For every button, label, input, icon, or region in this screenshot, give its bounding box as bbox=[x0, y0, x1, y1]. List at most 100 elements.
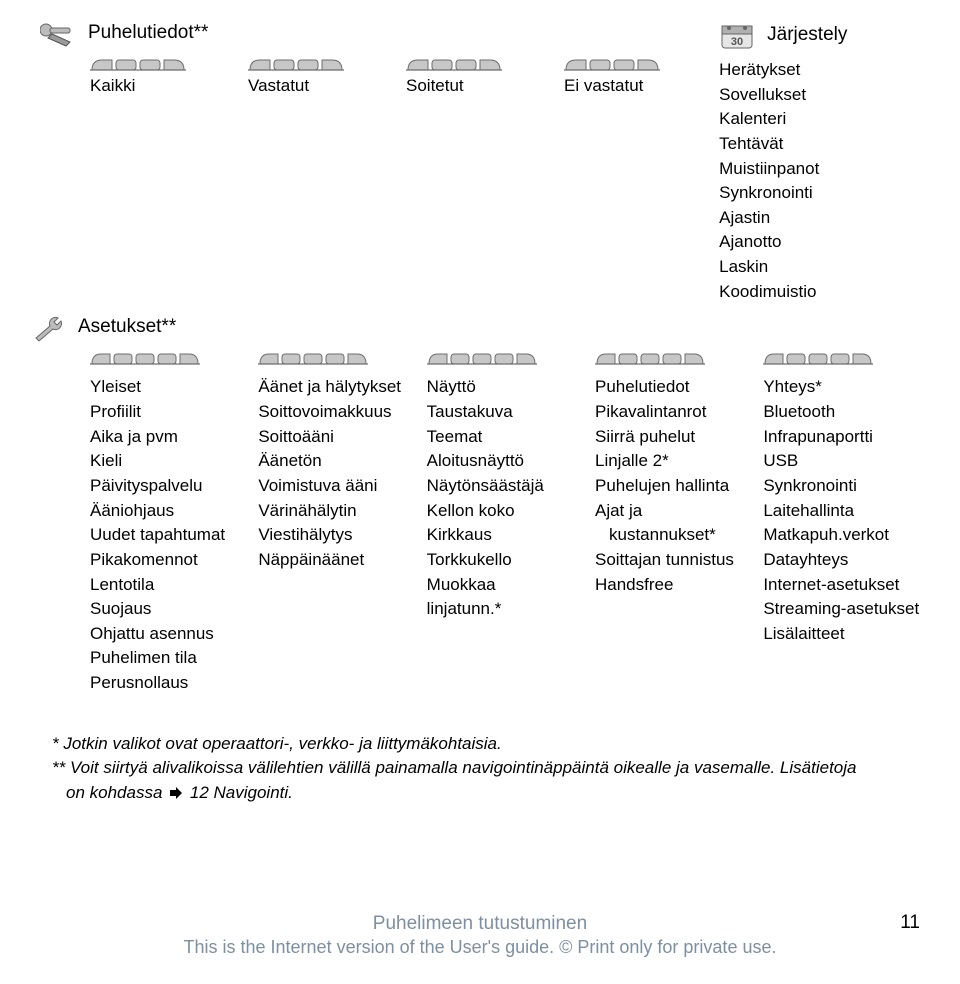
tab-icon bbox=[248, 56, 344, 74]
settings-col-general: Yleiset Profiilit Aika ja pvm Kieli Päiv… bbox=[90, 350, 234, 695]
list-item: Pikavalintanrot bbox=[595, 400, 739, 425]
arrow-right-icon bbox=[169, 786, 183, 800]
list-item: Lisälaitteet bbox=[763, 622, 920, 647]
tab-dialed: Soitetut bbox=[406, 56, 502, 96]
list-item: Ajanotto bbox=[719, 230, 920, 255]
list-item: Muokkaa linjatunn.* bbox=[427, 573, 571, 622]
tab-icon bbox=[427, 350, 539, 368]
list-item: Värinähälytin bbox=[258, 499, 402, 524]
tab-icon bbox=[90, 56, 186, 74]
settings-col-display: Näyttö Taustakuva Teemat Aloitusnäyttö N… bbox=[427, 350, 571, 695]
list-item: Puhelimen tila bbox=[90, 646, 234, 671]
calendar-icon: 30 bbox=[719, 20, 757, 52]
list-item: Synkronointi bbox=[763, 474, 920, 499]
tab-icon bbox=[763, 350, 875, 368]
settings-title: Asetukset** bbox=[78, 312, 176, 338]
top-section: Puhelutiedot** Kaikki Vastatut Soitetut … bbox=[40, 18, 920, 304]
call-log-tabs: Kaikki Vastatut Soitetut Ei vastatut bbox=[90, 56, 719, 96]
list-item: Kellon koko bbox=[427, 499, 571, 524]
settings-col-sounds: Äänet ja hälytykset Soittovoimakkuus Soi… bbox=[258, 350, 402, 695]
list-item: Soittajan tunnistus bbox=[595, 548, 739, 573]
tab-icon bbox=[90, 350, 202, 368]
list-item: Puhelujen hallinta bbox=[595, 474, 739, 499]
footer-crumb: Puhelimeen tutustuminen bbox=[0, 913, 960, 935]
list-item: Lentotila bbox=[90, 573, 234, 598]
organizer-header: 30 Järjestely bbox=[719, 20, 920, 52]
organizer-list: Herätykset Sovellukset Kalenteri Tehtävä… bbox=[719, 58, 920, 304]
list-item: Ajat ja bbox=[595, 499, 739, 524]
list-item: Internet-asetukset bbox=[763, 573, 920, 598]
tools-icon bbox=[40, 18, 78, 50]
col-head: Äänet ja hälytykset bbox=[258, 375, 402, 400]
col-head: Näyttö bbox=[427, 375, 571, 400]
list-item: Koodimuistio bbox=[719, 280, 920, 305]
page-footer: Puhelimeen tutustuminen 11 This is the I… bbox=[0, 913, 960, 958]
col-head: Yleiset bbox=[90, 375, 234, 400]
list-item: Uudet tapahtumat bbox=[90, 523, 234, 548]
list-item: Tehtävät bbox=[719, 132, 920, 157]
list-item: Soittovoimakkuus bbox=[258, 400, 402, 425]
list-item: Soittoääni bbox=[258, 425, 402, 450]
list-item: kustannukset* bbox=[595, 523, 739, 548]
list-item: Muistiinpanot bbox=[719, 157, 920, 182]
list-item: Näppäinäänet bbox=[258, 548, 402, 573]
footer-disclaimer: This is the Internet version of the User… bbox=[0, 937, 960, 958]
list-item: Infrapunaportti bbox=[763, 425, 920, 450]
organizer-title: Järjestely bbox=[767, 20, 847, 46]
list-item: Aloitusnäyttö bbox=[427, 449, 571, 474]
list-item: Ääniohjaus bbox=[90, 499, 234, 524]
list-item: Perusnollaus bbox=[90, 671, 234, 696]
col-head: Yhteys* bbox=[763, 375, 920, 400]
list-item: Laitehallinta bbox=[763, 499, 920, 524]
tab-icon bbox=[406, 56, 502, 74]
list-item: Matkapuh.verkot bbox=[763, 523, 920, 548]
list-item: Ohjattu asennus bbox=[90, 622, 234, 647]
settings-col-connectivity: Yhteys* Bluetooth Infrapunaportti USB Sy… bbox=[763, 350, 920, 695]
list-item: Aika ja pvm bbox=[90, 425, 234, 450]
list-item: Torkkukello bbox=[427, 548, 571, 573]
list-item: Sovellukset bbox=[719, 83, 920, 108]
wrench-icon bbox=[30, 312, 68, 344]
footnote-3-ref: 12 Navigointi. bbox=[190, 783, 293, 802]
footnote-3-prefix: on kohdassa bbox=[66, 783, 162, 802]
footnote-2: ** Voit siirtyä alivalikoissa välilehtie… bbox=[52, 756, 920, 781]
footnote-3: on kohdassa 12 Navigointi. bbox=[66, 781, 920, 806]
list-item: Suojaus bbox=[90, 597, 234, 622]
list-item: Herätykset bbox=[719, 58, 920, 83]
tab-missed: Ei vastatut bbox=[564, 56, 660, 96]
tab-icon bbox=[564, 56, 660, 74]
col-head: Puhelutiedot bbox=[595, 375, 739, 400]
call-log-header: Puhelutiedot** bbox=[40, 18, 719, 50]
list-item: Taustakuva bbox=[427, 400, 571, 425]
list-item: Äänetön bbox=[258, 449, 402, 474]
list-item: Voimistuva ääni bbox=[258, 474, 402, 499]
list-item: Streaming-asetukset bbox=[763, 597, 920, 622]
settings-columns: Yleiset Profiilit Aika ja pvm Kieli Päiv… bbox=[90, 350, 920, 695]
tab-all: Kaikki bbox=[90, 56, 186, 96]
list-item: Päivityspalvelu bbox=[90, 474, 234, 499]
tab-icon bbox=[258, 350, 370, 368]
list-item: Handsfree bbox=[595, 573, 739, 598]
list-item: Profiilit bbox=[90, 400, 234, 425]
list-item: Viestihälytys bbox=[258, 523, 402, 548]
list-item: Linjalle 2* bbox=[595, 449, 739, 474]
page-number: 11 bbox=[900, 912, 920, 934]
call-log-title: Puhelutiedot** bbox=[88, 18, 208, 44]
tab-answered: Vastatut bbox=[248, 56, 344, 96]
list-item: Datayhteys bbox=[763, 548, 920, 573]
list-item: Pikakomennot bbox=[90, 548, 234, 573]
list-item: Kalenteri bbox=[719, 107, 920, 132]
list-item: Ajastin bbox=[719, 206, 920, 231]
settings-header: Asetukset** bbox=[38, 312, 920, 344]
list-item: Synkronointi bbox=[719, 181, 920, 206]
list-item: Teemat bbox=[427, 425, 571, 450]
list-item: Näytönsäästäjä bbox=[427, 474, 571, 499]
footnote-1: * Jotkin valikot ovat operaattori-, verk… bbox=[52, 732, 920, 757]
footnotes: * Jotkin valikot ovat operaattori-, verk… bbox=[52, 732, 920, 806]
svg-text:30: 30 bbox=[731, 36, 743, 48]
list-item: Kieli bbox=[90, 449, 234, 474]
list-item: Bluetooth bbox=[763, 400, 920, 425]
list-item: Kirkkaus bbox=[427, 523, 571, 548]
list-item: USB bbox=[763, 449, 920, 474]
tab-icon bbox=[595, 350, 707, 368]
